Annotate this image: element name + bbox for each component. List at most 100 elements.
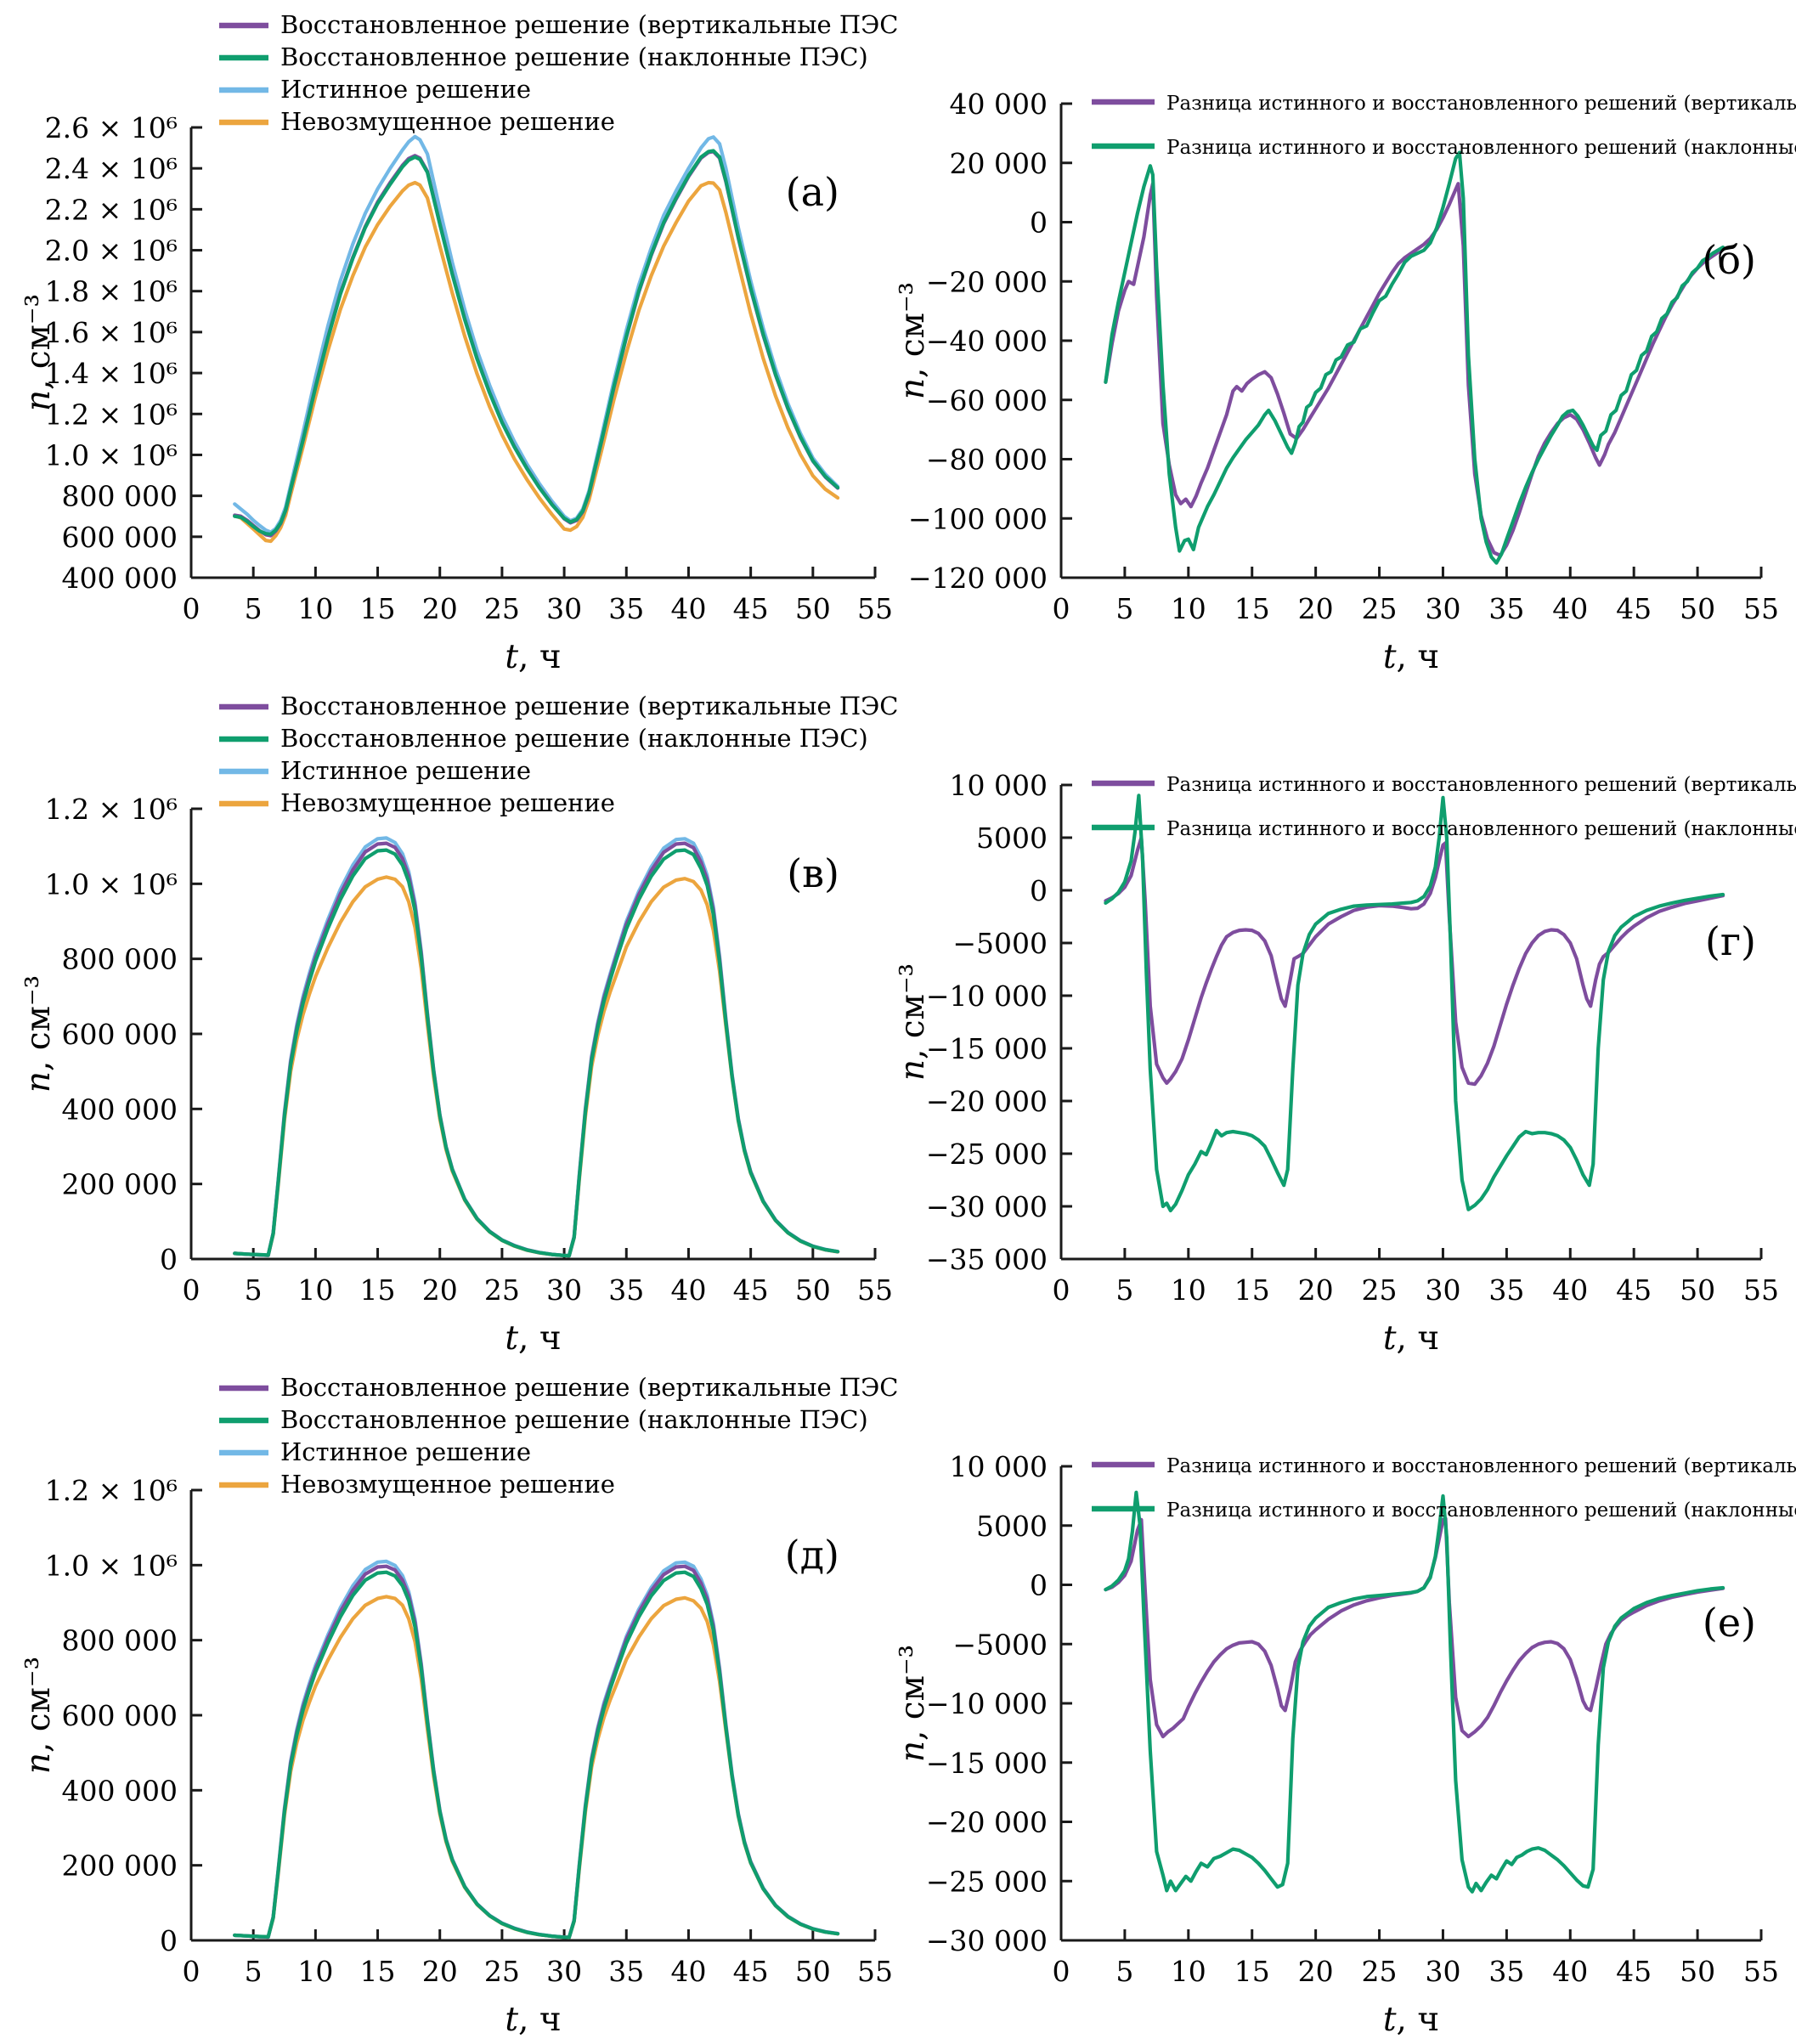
legend-label-unpert: Невозмущенное решение <box>280 788 615 817</box>
x-axis-title: t, ч <box>505 638 561 676</box>
x-tick-label: 0 <box>1053 1273 1070 1307</box>
legend-entry: Восстановленное решение (вертикальные ПЭ… <box>219 10 898 39</box>
y-tick-label: −30 000 <box>926 1190 1048 1223</box>
legend-entry: Разница истинного и восстановленного реш… <box>1092 137 1796 159</box>
x-tick-label: 0 <box>1053 592 1070 625</box>
y-tick-label: −25 000 <box>926 1138 1048 1171</box>
y-tick-label: 2.2 × 10⁶ <box>45 193 178 226</box>
legend-entry: Разница истинного и восстановленного реш… <box>1092 818 1796 840</box>
panel-a: 400 000 600 000 800 000 1.0 × 10⁶ 1.2 × 10⁶ 1… <box>0 0 898 681</box>
x-tick-label: 55 <box>857 1955 893 1988</box>
x-tick-label: 35 <box>608 1955 644 1988</box>
x-tick-label: 5 <box>245 1955 263 1988</box>
legend-label-true_sol: Истинное решение <box>280 75 531 104</box>
legend-label-rec_vert: Восстановленное решение (вертикальные ПЭ… <box>280 10 898 39</box>
x-tick-label: 10 <box>1171 1273 1206 1307</box>
x-tick-label: 45 <box>733 592 769 625</box>
y-tick-label: 600 000 <box>62 1018 178 1051</box>
x-tick-label: 20 <box>1298 1273 1334 1307</box>
series-line-rec_vert <box>233 841 840 1258</box>
y-tick-label: −20 000 <box>926 1085 1048 1118</box>
legend-entry: Истинное решение <box>219 1437 531 1466</box>
legend-label-rec_vert: Восстановленное решение (вертикальные ПЭ… <box>280 692 898 720</box>
x-tick-label: 0 <box>1053 1955 1070 1988</box>
x-tick-label: 5 <box>245 1273 263 1307</box>
x-tick-label: 40 <box>670 592 706 625</box>
x-tick-label: 15 <box>1234 1955 1270 1988</box>
panel-letter: (в) <box>787 850 839 896</box>
legend-label-diff_incl: Разница истинного и восстановленного реш… <box>1166 1499 1796 1522</box>
y-tick-label: 0 <box>1030 874 1048 907</box>
y-tick-label: 200 000 <box>62 1168 178 1201</box>
panel-e: −30 000 −25 000 −20 000 −15 000 −10 000 −5000… <box>898 1363 1796 2044</box>
x-tick-label: 0 <box>183 1273 200 1307</box>
legend-entry: Истинное решение <box>219 75 531 104</box>
panel-letter: (г) <box>1705 918 1756 964</box>
x-tick-label: 0 <box>183 592 200 625</box>
x-tick-label: 40 <box>670 1955 706 1988</box>
y-tick-label: 2.6 × 10⁶ <box>45 111 178 144</box>
legend-entry: Разница истинного и восстановленного реш… <box>1092 1455 1796 1477</box>
x-axis-title: t, ч <box>505 2001 561 2039</box>
y-axis-title: n, см⁻³ <box>20 975 58 1093</box>
x-axis-title: t, ч <box>1383 638 1439 676</box>
x-tick-label: 30 <box>1425 592 1460 625</box>
panel-b: −120 000 −100 000 −80 000 −60 000 −40 000 −20… <box>898 0 1796 681</box>
x-tick-label: 30 <box>1425 1955 1460 1988</box>
legend-entry: Восстановленное решение (вертикальные ПЭ… <box>219 692 898 720</box>
panel-letter: (д) <box>785 1532 839 1578</box>
legend-label-rec_incl: Восстановленное решение (наклонные ПЭС) <box>280 724 868 753</box>
x-tick-label: 55 <box>1743 592 1779 625</box>
x-tick-label: 25 <box>484 1955 520 1988</box>
series-line-diff_vert <box>1104 182 1725 557</box>
x-tick-label: 45 <box>733 1955 769 1988</box>
x-tick-label: 20 <box>1298 1955 1334 1988</box>
y-tick-label: 10 000 <box>950 1450 1048 1483</box>
x-tick-label: 50 <box>795 592 831 625</box>
legend-entry: Разница истинного и восстановленного реш… <box>1092 93 1796 115</box>
x-tick-label: 30 <box>546 592 582 625</box>
y-tick-label: 1.4 × 10⁶ <box>45 357 178 390</box>
series-line-true_sol <box>233 134 840 534</box>
legend-entry: Невозмущенное решение <box>219 1470 615 1499</box>
x-tick-label: 20 <box>422 592 458 625</box>
x-tick-label: 30 <box>1425 1273 1460 1307</box>
x-tick-label: 50 <box>1680 592 1715 625</box>
panel-e-chart: −30 000 −25 000 −20 000 −15 000 −10 000 −5000… <box>898 1450 1796 2039</box>
legend-entry: Разница истинного и восстановленного реш… <box>1092 774 1796 796</box>
x-tick-label: 5 <box>245 592 263 625</box>
y-tick-label: −100 000 <box>908 502 1048 535</box>
series-line-diff_vert <box>1104 835 1725 1087</box>
x-tick-label: 25 <box>484 1273 520 1307</box>
x-tick-label: 10 <box>1171 592 1206 625</box>
legend-entry: Невозмущенное решение <box>219 788 615 817</box>
y-tick-label: 40 000 <box>950 88 1048 121</box>
y-tick-label: −20 000 <box>926 265 1048 298</box>
y-tick-label: 600 000 <box>62 1699 178 1732</box>
x-tick-label: 30 <box>546 1955 582 1988</box>
y-axis-title: n, см⁻³ <box>898 1645 932 1762</box>
y-tick-label: −60 000 <box>926 384 1048 417</box>
y-tick-label: 1.0 × 10⁶ <box>45 867 178 901</box>
y-tick-label: 1.2 × 10⁶ <box>45 398 178 431</box>
y-tick-label: −15 000 <box>926 1032 1048 1065</box>
x-axis-title: t, ч <box>505 1319 561 1358</box>
y-tick-label: 0 <box>1030 1569 1048 1602</box>
x-tick-label: 25 <box>1362 1273 1398 1307</box>
legend-label-unpert: Невозмущенное решение <box>280 107 615 136</box>
x-tick-label: 40 <box>1552 1273 1588 1307</box>
series-line-rec_incl <box>233 149 840 537</box>
x-tick-label: 55 <box>857 592 893 625</box>
series-line-unpert <box>233 180 840 544</box>
x-tick-label: 45 <box>1616 1273 1652 1307</box>
legend-label-rec_vert: Восстановленное решение (вертикальные ПЭ… <box>280 1373 898 1402</box>
y-tick-label: 10 000 <box>950 769 1048 802</box>
series-line-diff_incl <box>1104 793 1725 1213</box>
x-tick-label: 35 <box>1488 1955 1524 1988</box>
legend-label-unpert: Невозмущенное решение <box>280 1470 615 1499</box>
y-axis-title: n, см⁻³ <box>20 294 58 411</box>
x-tick-label: 55 <box>857 1273 893 1307</box>
x-tick-label: 50 <box>795 1273 831 1307</box>
y-tick-label: −30 000 <box>926 1924 1048 1957</box>
y-tick-label: 800 000 <box>62 943 178 976</box>
